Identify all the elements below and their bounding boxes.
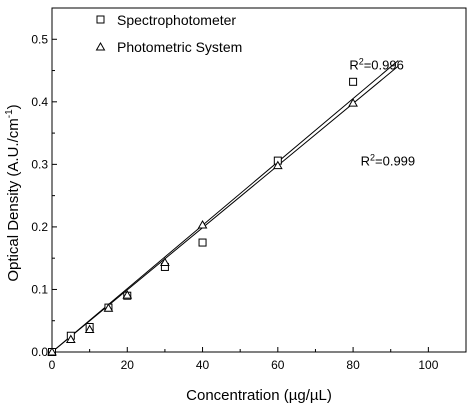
x-tick-label: 20 xyxy=(121,358,135,372)
data-points xyxy=(47,77,358,356)
y-tick-label: 0.2 xyxy=(31,220,48,234)
x-tick-label: 60 xyxy=(271,358,285,372)
y-tick-label: 0.3 xyxy=(31,157,48,171)
point-triangle xyxy=(272,160,283,170)
legend-label-spectrophotometer: Spectrophotometer xyxy=(117,12,236,28)
fit-line-spectrophotometer xyxy=(51,60,399,353)
legend-marker-triangle xyxy=(95,41,106,51)
x-tick-label: 40 xyxy=(196,358,210,372)
r-squared-label-2: R2=0.999 xyxy=(361,153,416,169)
r-squared-label-1: R2=0.996 xyxy=(349,56,404,72)
point-triangle xyxy=(122,290,133,299)
fit-lines xyxy=(51,60,399,353)
legend-label-photometric-system: Photometric System xyxy=(117,39,242,55)
y-tick-label: 0.1 xyxy=(31,282,48,296)
point-triangle xyxy=(65,334,76,343)
legend-marker-square xyxy=(96,15,105,24)
x-axis-title: Concentration (µg/µL) xyxy=(186,387,332,404)
x-tick-label: 80 xyxy=(346,358,360,372)
x-tick-label: 100 xyxy=(418,358,438,372)
plot-frame xyxy=(51,7,467,353)
y-tick-label: 0.4 xyxy=(31,95,48,109)
axis-ticks: 0 20 40 60 80 100 0.0 0.1 0.2 0.3 0.4 0.5 xyxy=(31,32,438,372)
y-tick-label: 0.0 xyxy=(31,345,48,359)
point-triangle xyxy=(160,257,170,267)
y-axis-title-sup: -1 xyxy=(4,109,15,118)
point-triangle xyxy=(47,346,57,356)
y-tick-label: 0.5 xyxy=(31,32,48,46)
r-squared-annotations: R2=0.996 R2=0.999 xyxy=(349,56,415,168)
point-triangle xyxy=(197,220,208,229)
y-axis-title-main: Optical Density (A.U./cm xyxy=(5,118,22,281)
y-axis-title-close: ) xyxy=(5,104,22,109)
point-triangle xyxy=(103,303,114,312)
x-tick-label: 0 xyxy=(49,358,56,372)
point-triangle xyxy=(348,98,358,107)
fit-line-photometric-system xyxy=(51,65,399,353)
point-square xyxy=(349,77,358,86)
point-square xyxy=(198,238,207,247)
y-axis-title: Optical Density (A.U./cm-1) xyxy=(4,104,22,281)
legend: Spectrophotometer Photometric System xyxy=(95,12,242,55)
point-triangle xyxy=(84,324,95,333)
